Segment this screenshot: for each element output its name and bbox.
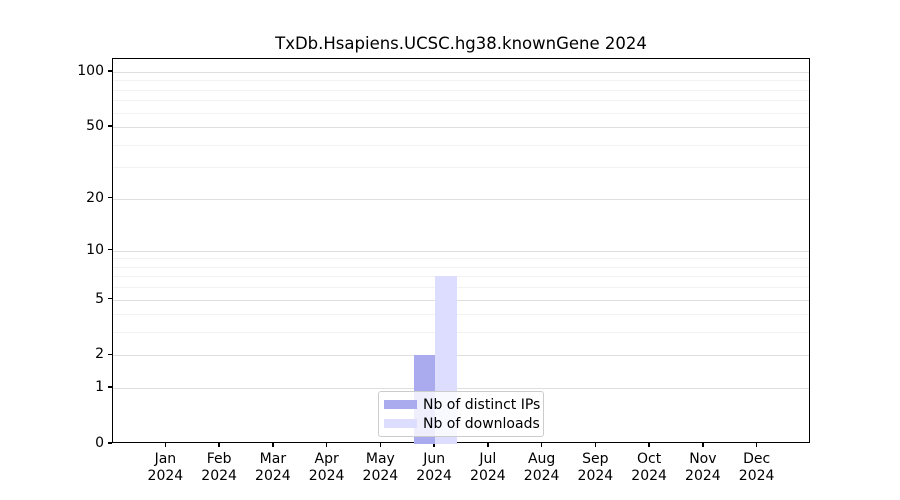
x-axis-tick: [272, 443, 274, 447]
y-tick-label: 10: [86, 241, 104, 258]
plot-area: [112, 58, 810, 444]
y-tick-label: 2: [95, 346, 104, 363]
y-tick-label: 5: [95, 290, 104, 307]
y-tick-label: 100: [77, 63, 104, 79]
x-tick-label: Jun 2024: [416, 451, 452, 484]
major-gridline: [113, 250, 809, 252]
minor-gridline: [113, 144, 809, 146]
x-tick-label: Aug 2024: [523, 451, 560, 484]
major-gridline: [113, 299, 809, 301]
x-axis-tick: [379, 443, 382, 447]
minor-gridline: [113, 276, 809, 278]
legend-label: Nb of distinct IPs: [423, 396, 541, 413]
minor-gridline: [113, 100, 809, 102]
x-tick-label: Dec 2024: [738, 451, 775, 484]
major-gridline: [113, 388, 809, 390]
y-axis-tick: [107, 386, 112, 388]
x-axis-tick: [648, 443, 650, 447]
y-axis-tick: [107, 125, 112, 127]
y-tick-label: 20: [86, 189, 104, 206]
x-tick-label: Feb 2024: [201, 451, 237, 484]
legend: Nb of distinct IPs Nb of downloads: [378, 391, 544, 437]
y-axis-tick: [107, 196, 112, 199]
x-tick-label: Jan 2024: [147, 451, 184, 484]
y-tick-label: 50: [86, 118, 104, 135]
minor-gridline: [113, 258, 809, 260]
x-tick-label: Sep 2024: [577, 451, 614, 484]
chart-title: TxDb.Hsapiens.UCSC.hg38.knownGene 2024: [275, 34, 647, 53]
x-tick-label: Mar 2024: [255, 451, 291, 484]
x-tick-label: Apr 2024: [308, 451, 345, 484]
y-axis-tick: [107, 442, 112, 444]
x-axis-tick: [433, 443, 435, 447]
legend-row: Nb of distinct IPs: [384, 397, 543, 413]
x-tick-label: Jul 2024: [470, 451, 506, 484]
legend-swatch-distinct-ips: [384, 400, 417, 409]
minor-gridline: [113, 287, 809, 289]
legend-swatch-downloads: [384, 419, 417, 428]
major-gridline: [113, 355, 809, 357]
y-tick-label: 0: [95, 435, 104, 451]
y-axis-tick: [107, 70, 112, 72]
y-tick-label: 1: [95, 379, 104, 396]
major-gridline: [113, 127, 809, 129]
x-axis-tick: [702, 443, 704, 447]
minor-gridline: [113, 314, 809, 316]
x-tick-label: May 2024: [362, 451, 399, 484]
major-gridline: [113, 198, 809, 200]
x-axis-tick: [164, 443, 167, 447]
minor-gridline: [113, 112, 809, 114]
minor-gridline: [113, 167, 809, 169]
x-axis-tick: [218, 443, 220, 447]
major-gridline: [113, 72, 809, 73]
x-tick-label: Nov 2024: [685, 451, 721, 484]
y-axis-tick: [107, 249, 112, 251]
y-axis-tick: [107, 297, 112, 300]
x-tick-label: Oct 2024: [631, 451, 667, 484]
x-axis-tick: [325, 443, 328, 447]
legend-label: Nb of downloads: [423, 415, 540, 432]
minor-gridline: [113, 80, 809, 82]
x-axis-tick: [540, 443, 543, 447]
minor-gridline: [113, 266, 809, 268]
minor-gridline: [113, 332, 809, 334]
legend-row: Nb of downloads: [384, 416, 543, 432]
y-axis-tick: [107, 353, 112, 356]
x-axis-tick: [487, 443, 489, 447]
x-axis-tick: [594, 443, 597, 447]
x-axis-tick: [755, 443, 758, 447]
minor-gridline: [113, 89, 809, 91]
